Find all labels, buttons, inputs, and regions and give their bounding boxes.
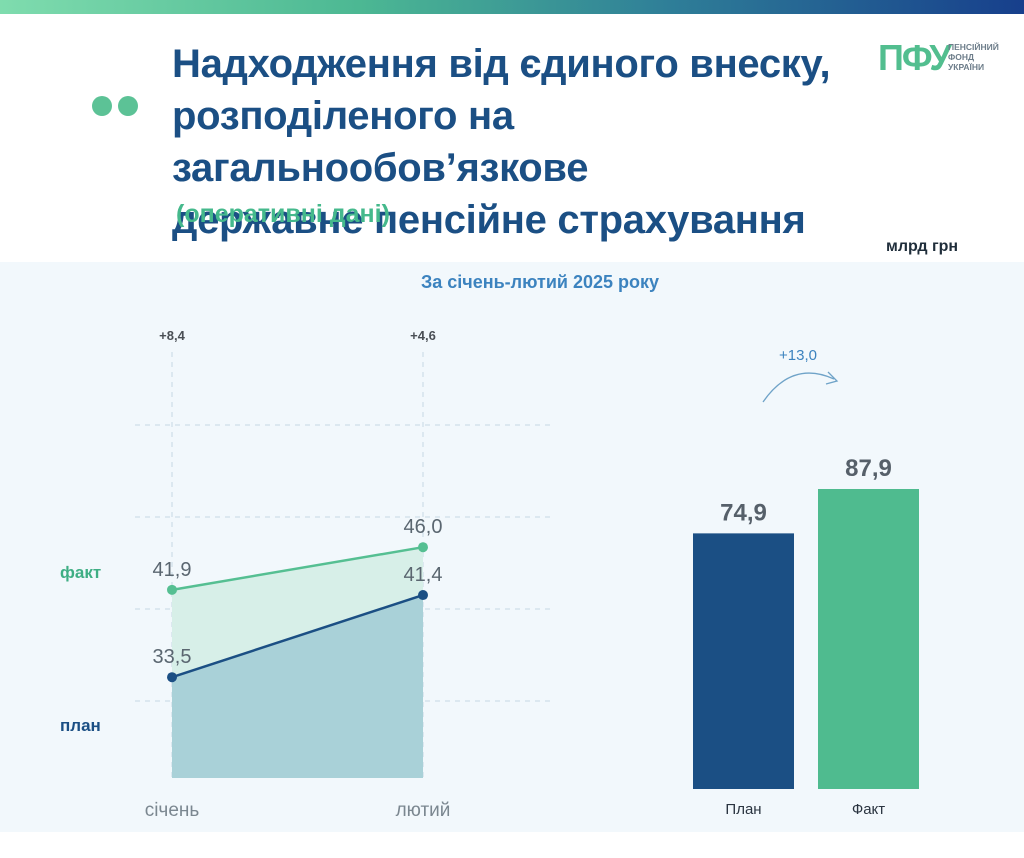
legend-plan: план: [60, 716, 101, 735]
difference-label: +8,4: [159, 328, 185, 343]
plan-line: [171, 593, 424, 679]
bar-value-label: 87,9: [845, 455, 892, 482]
decorative-dots: [92, 96, 144, 121]
title-line-3: державне пенсійне страхування: [172, 198, 806, 242]
top-gradient-bar: [0, 0, 1024, 14]
fact-data-label: 41,9: [153, 559, 192, 581]
bar: [818, 489, 919, 789]
logo-mark: ПФУ: [878, 37, 952, 78]
bar-difference-label: +13,0: [779, 347, 817, 364]
pfu-logo: ПФУ ПЕНСІЙНИЙ ФОНД УКРАЇНИ: [878, 38, 1018, 78]
plan-point: [167, 672, 177, 683]
plan-data-label: 41,4: [404, 564, 443, 586]
x-tick-label: січень: [145, 800, 200, 821]
page-subtitle: (оперативні дані): [176, 200, 390, 228]
bar-category-label: План: [725, 801, 761, 818]
chart-title: За січень-лютий 2025 року: [420, 272, 660, 292]
fact-line: [171, 545, 424, 592]
bar: [693, 533, 794, 789]
difference-label: +4,6: [410, 328, 436, 343]
fact-point: [418, 542, 428, 553]
fact-point: [167, 584, 177, 595]
plan-data-label: 33,5: [153, 646, 192, 668]
plan-area: [172, 595, 423, 778]
logo-text-line: ФОНД: [948, 52, 975, 62]
difference-arrow-head: [825, 371, 839, 385]
logo-text-line: ПЕНСІЙНИЙ: [948, 42, 999, 52]
logo-text: ПЕНСІЙНИЙ ФОНД УКРАЇНИ: [948, 42, 1024, 72]
plan-point: [418, 590, 428, 601]
title-line-2: розподіленого на загальнообов’язкове: [172, 94, 589, 190]
logo-text-line: УКРАЇНИ: [948, 62, 985, 72]
difference-arrow: [762, 372, 835, 403]
title-line-1: Надходження від єдиного внеску,: [172, 42, 831, 86]
legend-fact: факт: [60, 563, 102, 582]
fact-data-label: 46,0: [404, 516, 443, 538]
x-tick-label: лютий: [396, 800, 451, 821]
page-title: Надходження від єдиного внеску, розподіл…: [172, 38, 892, 246]
bar-category-label: Факт: [852, 801, 885, 818]
bar-value-label: 74,9: [720, 499, 767, 526]
unit-label: млрд грн: [886, 238, 959, 255]
